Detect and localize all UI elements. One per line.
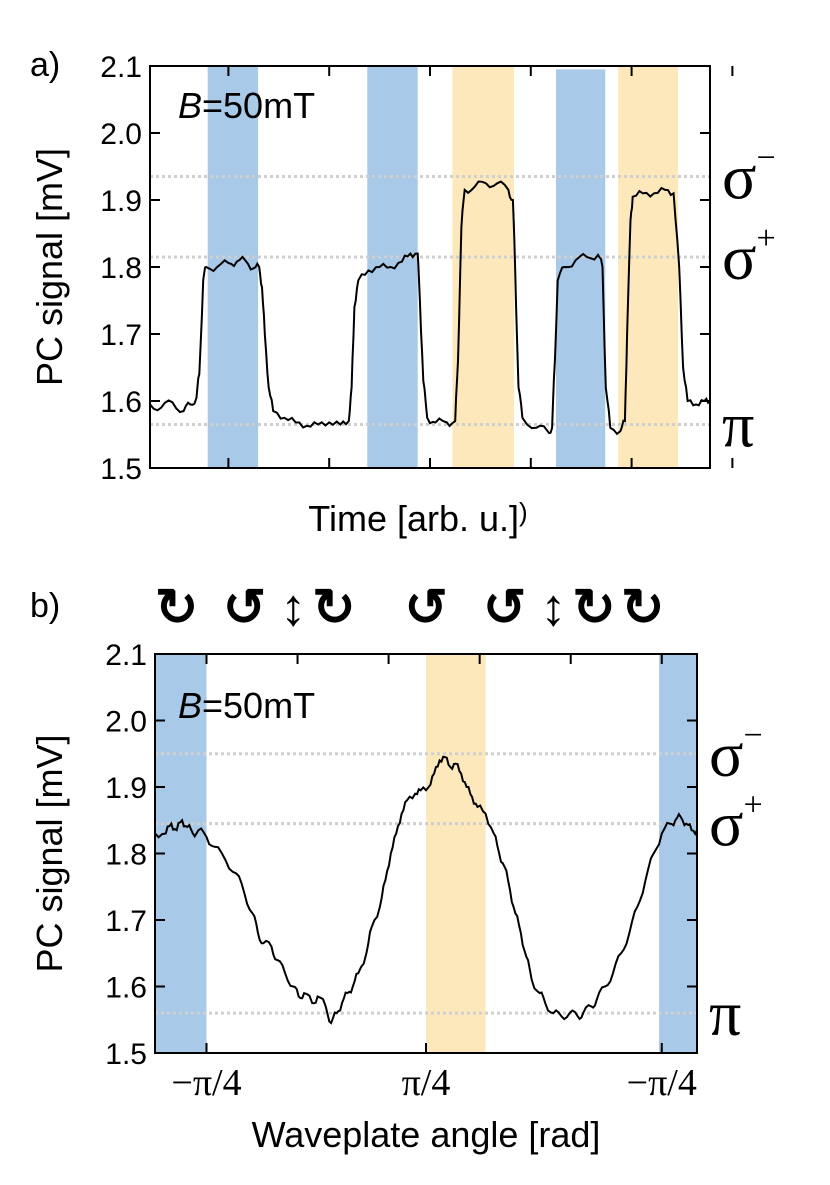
y-tick-label: 1.5 bbox=[100, 453, 142, 486]
y-tick-label: 1.9 bbox=[100, 185, 142, 218]
x-axis-label-suffix: ) bbox=[519, 497, 528, 527]
y-tick-label: 1.5 bbox=[105, 1038, 147, 1071]
chart-panel-b: b) ↻ ↺ ↕ ↻ ↺ ↺ ↕ ↻ ↻ 1.51.61.71.81.92.02.1 −π/4 π… bbox=[29, 580, 763, 1155]
polarization-label: π bbox=[709, 978, 741, 1049]
signal-trace bbox=[149, 180, 711, 436]
y-axis-label: PC signal [mV] bbox=[29, 148, 70, 386]
polarization-label: π bbox=[722, 389, 754, 460]
y-tick-label: 2.1 bbox=[100, 51, 142, 84]
y-tick-label: 1.8 bbox=[100, 252, 142, 285]
polarization-label: σ− bbox=[722, 140, 776, 213]
y-axis-label: PC signal [mV] bbox=[29, 734, 70, 972]
linear-vertical-icon: ↕ bbox=[280, 580, 306, 637]
x-axis-label: Waveplate angle [rad] bbox=[252, 1114, 601, 1155]
x-axis-label-text: Time [arb. u.] bbox=[308, 498, 519, 539]
panel-label: b) bbox=[30, 587, 60, 625]
annotation-variable: B bbox=[178, 685, 202, 726]
annotation-value: =50mT bbox=[202, 85, 315, 126]
sigma-minus-band bbox=[452, 66, 514, 468]
elliptical-icon: ↺ bbox=[223, 580, 267, 637]
circular-cw-full-icon: ↻ bbox=[155, 580, 199, 637]
sigma-minus-band bbox=[618, 66, 679, 468]
y-tick-label: 1.7 bbox=[100, 319, 142, 352]
y-tick-label: 2.1 bbox=[105, 639, 147, 672]
panel-label: a) bbox=[30, 46, 60, 84]
field-annotation: B=50mT bbox=[178, 85, 315, 126]
x-tick-label: −π/4 bbox=[627, 1062, 697, 1104]
x-tick-label: π/4 bbox=[402, 1062, 451, 1104]
sigma-minus-band bbox=[426, 654, 486, 1053]
sigma-plus-band bbox=[556, 69, 606, 468]
linear-vertical-icon: ↕ bbox=[540, 580, 566, 637]
field-annotation: B=50mT bbox=[178, 685, 315, 726]
y-tick-label: 1.9 bbox=[105, 772, 147, 805]
chart-panel-a: a) 1.51.61.71.81.92.02.1 PC signal [mV] … bbox=[29, 46, 776, 539]
y-tick-label: 1.8 bbox=[105, 839, 147, 872]
annotation-value: =50mT bbox=[202, 685, 315, 726]
elliptical-icon: ↻ bbox=[572, 580, 616, 637]
x-tick-label: −π/4 bbox=[171, 1062, 241, 1104]
elliptical-icon: ↺ bbox=[483, 580, 527, 637]
circular-ccw-full-icon: ↺ bbox=[404, 580, 448, 637]
polarization-label: σ+ bbox=[722, 220, 776, 293]
annotation-variable: B bbox=[178, 85, 202, 126]
x-axis-label: Time [arb. u.]) bbox=[308, 497, 527, 539]
polarization-label: σ+ bbox=[709, 787, 763, 860]
y-tick-label: 1.6 bbox=[105, 972, 147, 1005]
elliptical-icon: ↻ bbox=[312, 580, 356, 637]
signal-trace bbox=[154, 755, 698, 1025]
polarization-label: σ− bbox=[709, 717, 763, 790]
circular-cw-full-icon: ↻ bbox=[621, 580, 665, 637]
y-tick-label: 2.0 bbox=[105, 706, 147, 739]
y-tick-label: 1.7 bbox=[105, 905, 147, 938]
y-tick-label: 2.0 bbox=[100, 118, 142, 151]
y-tick-label: 1.6 bbox=[100, 386, 142, 419]
